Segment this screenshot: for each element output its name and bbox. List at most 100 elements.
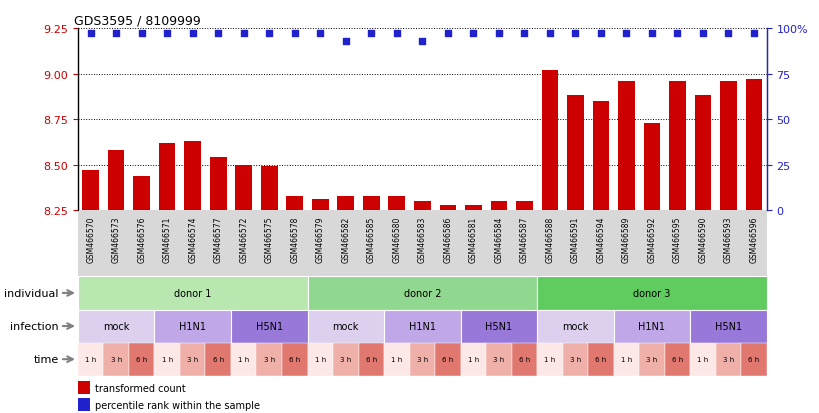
- Bar: [613, 310, 690, 343]
- Text: 6 h: 6 h: [365, 356, 377, 362]
- Text: GSM466583: GSM466583: [418, 216, 426, 262]
- Bar: [337, 196, 354, 211]
- Bar: [567, 96, 583, 211]
- Bar: [439, 205, 455, 211]
- Bar: [231, 310, 307, 343]
- Bar: [464, 205, 481, 211]
- Text: 3 h: 3 h: [416, 356, 428, 362]
- Text: GSM466573: GSM466573: [111, 216, 120, 262]
- Point: [517, 31, 530, 38]
- Text: GSM466595: GSM466595: [672, 216, 681, 262]
- Text: 3 h: 3 h: [645, 356, 657, 362]
- Bar: [129, 343, 154, 376]
- Text: GSM466579: GSM466579: [315, 216, 324, 262]
- Point: [339, 38, 352, 45]
- Text: GSM466587: GSM466587: [519, 216, 528, 262]
- Bar: [108, 151, 124, 211]
- Text: 1 h: 1 h: [161, 356, 173, 362]
- Text: GSM466578: GSM466578: [290, 216, 299, 262]
- Text: GSM466581: GSM466581: [468, 216, 477, 262]
- Point: [186, 31, 199, 38]
- Text: 1 h: 1 h: [467, 356, 478, 362]
- Bar: [103, 343, 129, 376]
- Text: 3 h: 3 h: [492, 356, 504, 362]
- Text: infection: infection: [10, 321, 59, 331]
- Bar: [435, 343, 460, 376]
- Text: 3 h: 3 h: [340, 356, 351, 362]
- Bar: [664, 343, 690, 376]
- Text: 1 h: 1 h: [238, 356, 249, 362]
- Text: 6 h: 6 h: [289, 356, 300, 362]
- Point: [262, 31, 275, 38]
- Text: GSM466593: GSM466593: [723, 216, 732, 262]
- Point: [619, 31, 632, 38]
- Text: GSM466584: GSM466584: [494, 216, 503, 262]
- Bar: [668, 82, 685, 211]
- Bar: [536, 310, 613, 343]
- Bar: [307, 343, 333, 376]
- Text: GSM466575: GSM466575: [265, 216, 274, 262]
- Bar: [643, 123, 659, 211]
- Bar: [206, 343, 231, 376]
- Bar: [740, 343, 766, 376]
- Bar: [235, 165, 251, 211]
- Text: individual: individual: [4, 288, 59, 298]
- Bar: [562, 343, 587, 376]
- Text: H1N1: H1N1: [638, 321, 664, 331]
- Point: [364, 31, 378, 38]
- Bar: [536, 343, 562, 376]
- Bar: [409, 343, 435, 376]
- Text: GSM466588: GSM466588: [545, 216, 554, 262]
- Bar: [690, 310, 766, 343]
- Bar: [256, 343, 282, 376]
- Text: GSM466571: GSM466571: [162, 216, 171, 262]
- Text: donor 3: donor 3: [632, 288, 670, 298]
- Text: 6 h: 6 h: [748, 356, 758, 362]
- Bar: [388, 196, 405, 211]
- Text: GSM466586: GSM466586: [443, 216, 452, 262]
- Text: H1N1: H1N1: [179, 321, 206, 331]
- Text: GSM466589: GSM466589: [621, 216, 630, 262]
- Point: [110, 31, 123, 38]
- Text: 6 h: 6 h: [518, 356, 529, 362]
- Text: donor 1: donor 1: [174, 288, 211, 298]
- Bar: [592, 102, 609, 211]
- Point: [237, 31, 250, 38]
- Bar: [383, 310, 460, 343]
- Point: [746, 31, 759, 38]
- Text: H5N1: H5N1: [485, 321, 512, 331]
- Point: [390, 31, 403, 38]
- Bar: [486, 343, 511, 376]
- Text: GDS3595 / 8109999: GDS3595 / 8109999: [75, 15, 201, 28]
- Text: mock: mock: [333, 321, 359, 331]
- Text: 3 h: 3 h: [187, 356, 198, 362]
- Text: GSM466577: GSM466577: [214, 216, 223, 262]
- Point: [441, 31, 454, 38]
- Text: transformed count: transformed count: [95, 383, 186, 393]
- Point: [161, 31, 174, 38]
- Text: GSM466585: GSM466585: [366, 216, 375, 262]
- Text: GSM466574: GSM466574: [188, 216, 197, 262]
- Text: 1 h: 1 h: [696, 356, 708, 362]
- Text: percentile rank within the sample: percentile rank within the sample: [95, 400, 260, 410]
- Text: GSM466592: GSM466592: [647, 216, 655, 262]
- Bar: [78, 382, 90, 394]
- Text: donor 2: donor 2: [403, 288, 441, 298]
- Bar: [78, 277, 307, 310]
- Text: 6 h: 6 h: [671, 356, 682, 362]
- Text: 1 h: 1 h: [620, 356, 631, 362]
- Point: [721, 31, 734, 38]
- Text: 3 h: 3 h: [263, 356, 274, 362]
- Point: [543, 31, 556, 38]
- Text: mock: mock: [103, 321, 129, 331]
- Bar: [82, 171, 99, 211]
- Bar: [154, 343, 179, 376]
- Point: [314, 31, 327, 38]
- Bar: [282, 343, 307, 376]
- Bar: [231, 343, 256, 376]
- Bar: [311, 200, 328, 211]
- Bar: [383, 343, 409, 376]
- Text: 3 h: 3 h: [569, 356, 581, 362]
- Text: 1 h: 1 h: [314, 356, 325, 362]
- Text: GSM466591: GSM466591: [570, 216, 579, 262]
